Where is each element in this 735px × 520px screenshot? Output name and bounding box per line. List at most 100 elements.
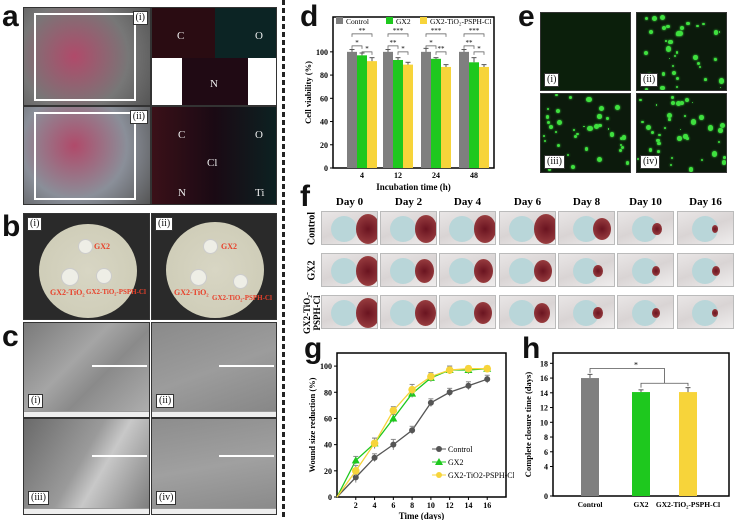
cell-fluorescence-dot bbox=[655, 138, 660, 143]
row-label: GX2 bbox=[306, 260, 318, 281]
significance-label: ** bbox=[359, 27, 367, 35]
wound-photo bbox=[558, 253, 615, 287]
cell-fluorescence-dot bbox=[621, 135, 627, 141]
cell-fluorescence-dot bbox=[655, 104, 658, 107]
x-tick-label: GX2 bbox=[634, 500, 649, 509]
cell-fluorescence-dot bbox=[620, 145, 625, 149]
subpanel-label: (iv) bbox=[156, 491, 177, 505]
y-tick-label: 80 bbox=[320, 71, 328, 80]
panel-label-d: d bbox=[300, 0, 319, 33]
cell-fluorescence-dot bbox=[543, 139, 547, 143]
cell-fluorescence-dot bbox=[587, 126, 593, 132]
subpanel-label: (i) bbox=[27, 217, 43, 231]
cell-fluorescence-dot bbox=[685, 137, 689, 140]
y-tick-label: 8 bbox=[544, 433, 548, 442]
y-tick-label: 6 bbox=[544, 448, 548, 457]
subpanel-label: (ii) bbox=[129, 110, 148, 124]
y-tick-label: 10 bbox=[540, 418, 548, 427]
wound-photo bbox=[321, 253, 378, 287]
cell-fluorescence-dot bbox=[597, 114, 602, 119]
significance-label: ** bbox=[390, 39, 398, 47]
legend-marker bbox=[435, 458, 443, 465]
y-tick-label: 40 bbox=[320, 118, 328, 127]
cell-fluorescence-dot bbox=[546, 121, 551, 125]
cell-fluorescence-dot bbox=[675, 76, 680, 81]
day-label: Day 16 bbox=[689, 196, 722, 208]
cell-fluorescence-dot bbox=[696, 25, 699, 28]
significance-bracket bbox=[463, 45, 475, 49]
cell-fluorescence-dot bbox=[660, 14, 666, 20]
bar-1 bbox=[632, 392, 650, 496]
legend-marker bbox=[436, 472, 442, 478]
cell-fluorescence-dot bbox=[676, 85, 679, 88]
eds-sem-image-i: (i) bbox=[23, 7, 151, 106]
cell-fluorescence-dot bbox=[648, 147, 653, 152]
wound-photo bbox=[499, 295, 556, 329]
bar-2 bbox=[441, 66, 451, 168]
eds-sem-image-ii: (ii) bbox=[23, 106, 151, 205]
cell-fluorescence-dot bbox=[648, 30, 654, 35]
cell-fluorescence-dot bbox=[660, 85, 665, 90]
cell-fluorescence-dot bbox=[684, 115, 686, 117]
significance-bracket bbox=[361, 51, 373, 55]
significance-bracket bbox=[463, 33, 485, 37]
subpanel-label: (i) bbox=[132, 11, 148, 25]
data-point bbox=[446, 389, 453, 396]
cell-fluorescence-dot bbox=[686, 21, 690, 26]
cell-fluorescence-dot bbox=[663, 126, 666, 129]
cell-fluorescence-dot bbox=[584, 147, 588, 151]
data-point bbox=[427, 372, 435, 381]
cell-fluorescence-dot bbox=[675, 100, 681, 106]
wound-photo bbox=[617, 211, 674, 245]
day-label: Day 4 bbox=[453, 196, 482, 208]
wound-photo bbox=[380, 295, 437, 329]
wound-photo bbox=[677, 211, 734, 245]
wound-photo bbox=[677, 253, 734, 287]
y-tick-label: 40 bbox=[324, 441, 332, 450]
cell-fluorescence-dot bbox=[696, 62, 701, 66]
subpanel-label: (ii) bbox=[155, 217, 174, 231]
data-point bbox=[408, 385, 416, 394]
cell-fluorescence-dot bbox=[679, 26, 684, 31]
significance-bracket bbox=[589, 368, 665, 384]
legend-label: GX2 bbox=[396, 17, 411, 26]
legend-marker bbox=[436, 446, 442, 452]
cell-fluorescence-dot bbox=[717, 141, 721, 144]
significance-bracket bbox=[351, 45, 363, 49]
x-axis-label: Time (days) bbox=[399, 511, 445, 520]
wound-photo bbox=[380, 253, 437, 287]
cell-fluorescence-dot bbox=[673, 54, 677, 58]
y-tick-label: 80 bbox=[324, 388, 332, 397]
significance-label: ** bbox=[438, 45, 446, 53]
data-point bbox=[483, 364, 492, 373]
cell-fluorescence-dot bbox=[713, 30, 718, 35]
cell-fluorescence-dot bbox=[671, 65, 674, 68]
map-label-c: C bbox=[178, 129, 186, 141]
sem-image-iii: (iii) bbox=[23, 418, 150, 515]
bar-2 bbox=[479, 66, 489, 168]
bar-1 bbox=[393, 59, 403, 168]
subpanel-label: (i) bbox=[28, 394, 44, 408]
day-label: Day 8 bbox=[572, 196, 601, 208]
data-point bbox=[445, 366, 454, 374]
x-tick-label: 14 bbox=[464, 501, 472, 510]
legend-swatch bbox=[336, 17, 343, 24]
cell-fluorescence-dot bbox=[718, 128, 723, 133]
cell-fluorescence-dot bbox=[651, 15, 657, 21]
panel-label-c: c bbox=[2, 320, 19, 353]
plate-label-gx2-tio2: GX2-TiO₂ bbox=[174, 288, 209, 297]
cell-fluorescence-dot bbox=[677, 136, 682, 141]
y-axis-label: Cell viability (%) bbox=[303, 61, 313, 124]
wound-photo bbox=[558, 211, 615, 245]
panel-label-a: a bbox=[2, 0, 19, 33]
day-label: Day 0 bbox=[335, 196, 364, 208]
agar-plate-ii: GX2 GX2-TiO₂ GX2-TiO₂-PSPH-Cl (ii) bbox=[151, 213, 277, 320]
data-point bbox=[427, 399, 434, 406]
y-axis-label: Complete closure time (days) bbox=[523, 372, 533, 478]
significance-label: ** bbox=[466, 39, 474, 47]
significance-bracket bbox=[473, 51, 485, 55]
y-axis-label: Wound size reduction (%) bbox=[307, 377, 317, 472]
cell-fluorescence-dot bbox=[713, 57, 718, 61]
wound-photo bbox=[439, 211, 496, 245]
